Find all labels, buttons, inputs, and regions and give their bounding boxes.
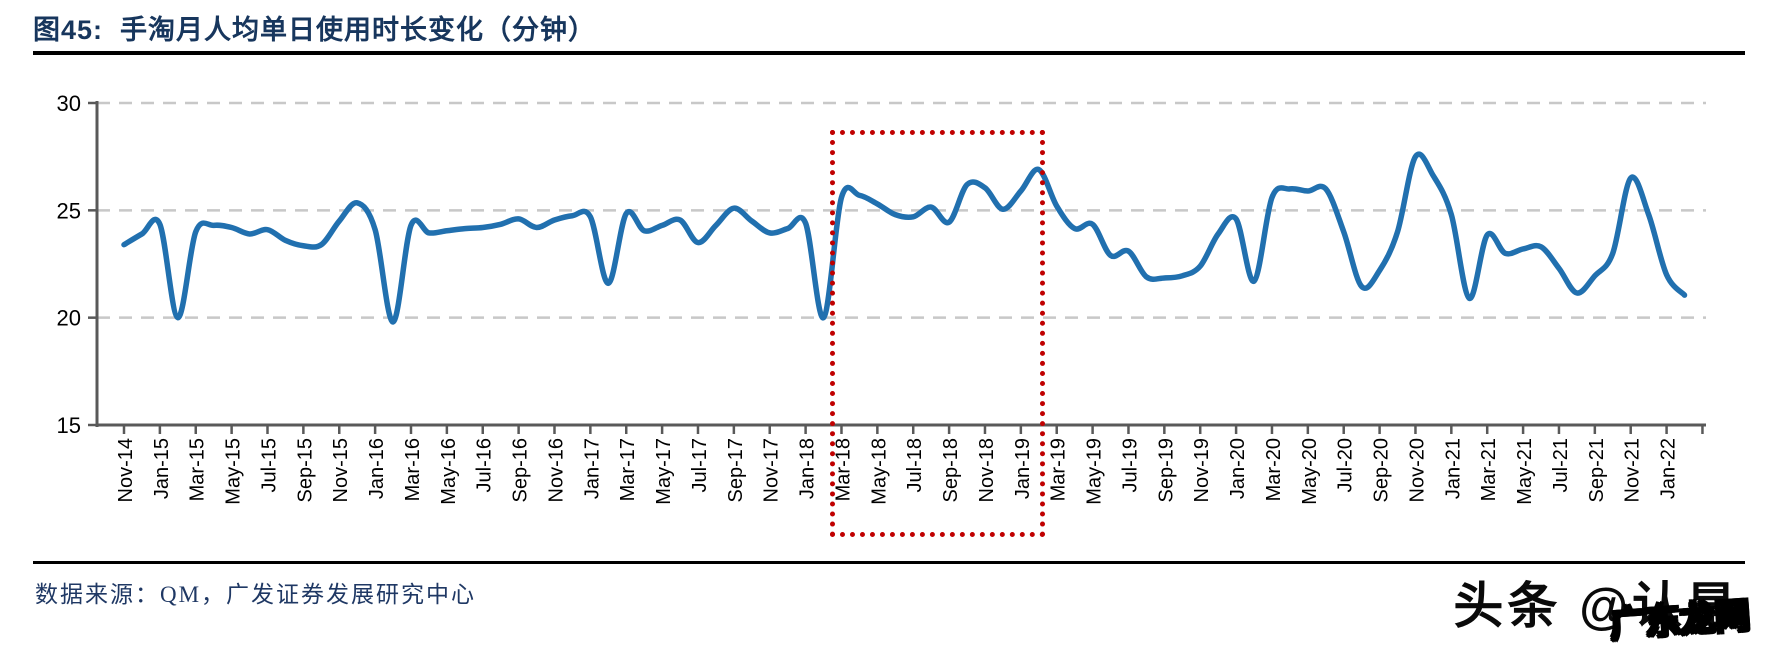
x-tick-label: Jul-21: [1550, 438, 1572, 492]
x-tick-label: Jan-16: [366, 438, 388, 499]
annotation-box-feb18-feb19: [829, 130, 1045, 537]
x-tick-label: Sep-17: [725, 438, 747, 503]
x-tick-label: Nov-17: [761, 438, 783, 502]
x-tick-label: Jul-20: [1335, 438, 1357, 492]
x-tick-label: Jan-21: [1442, 438, 1464, 499]
x-tick-label: Mar-20: [1263, 438, 1285, 501]
x-tick-label: Nov-21: [1622, 438, 1644, 502]
x-tick-label: Nov-16: [545, 438, 567, 502]
x-tick-label: May-20: [1299, 438, 1321, 505]
figure-title: 图45: 手淘月人均单日使用时长变化（分钟）: [33, 15, 597, 45]
y-tick-label: 15: [57, 413, 81, 438]
x-tick-label: Jan-19: [1012, 438, 1034, 499]
usage-duration-line: [121, 151, 1688, 325]
x-tick-label: Mar-21: [1478, 438, 1500, 501]
x-tick-label: May-21: [1514, 438, 1536, 505]
x-tick-label: Sep-16: [510, 438, 532, 503]
x-tick-label: May-19: [1084, 438, 1106, 505]
x-tick-label: May-17: [653, 438, 675, 505]
x-tick-label: Sep-18: [940, 438, 962, 503]
x-tick-label: Nov-15: [330, 438, 352, 502]
x-tick-label: Mar-15: [187, 438, 209, 501]
x-tick-label: May-15: [223, 438, 245, 505]
x-tick-label: Mar-16: [402, 438, 424, 501]
x-tick-label: Sep-20: [1371, 438, 1393, 503]
x-tick-label: Jan-17: [581, 438, 603, 499]
x-tick-label: Jul-15: [258, 438, 280, 492]
x-tick-label: Nov-18: [976, 438, 998, 502]
watermark-primary-text: 头条 @认是: [1453, 578, 1740, 634]
watermark-secondary-text: 广东龙网: [1608, 595, 1753, 645]
data-source-text: 数据来源：QM，广发证券发展研究中心: [35, 582, 477, 607]
y-tick-label: 30: [57, 91, 81, 116]
watermark: 头条 @认是 广东龙网: [1280, 566, 1753, 645]
title-divider: [33, 51, 1745, 55]
x-tick-label: Mar-17: [617, 438, 639, 501]
x-tick-label: Jan-22: [1658, 438, 1680, 499]
x-tick-label: Mar-19: [1048, 438, 1070, 501]
x-tick-label: Jan-15: [151, 438, 173, 499]
footer-divider: [33, 561, 1745, 564]
y-tick-label: 25: [57, 198, 81, 223]
x-tick-label: Mar-18: [832, 438, 854, 501]
x-tick-label: Nov-19: [1191, 438, 1213, 502]
x-tick-label: Jul-19: [1119, 438, 1141, 492]
x-tick-label: Nov-20: [1406, 438, 1428, 502]
x-tick-label: May-16: [438, 438, 460, 505]
x-tick-label: Jul-17: [689, 438, 711, 492]
x-tick-label: Nov-14: [115, 438, 137, 502]
x-tick-label: Jan-18: [797, 438, 819, 499]
x-tick-label: Jul-16: [474, 438, 496, 492]
x-tick-label: Jan-20: [1227, 438, 1249, 499]
x-tick-label: Sep-19: [1155, 438, 1177, 503]
x-tick-label: Jul-18: [904, 438, 926, 492]
x-tick-label: Sep-15: [294, 438, 316, 503]
y-tick-label: 20: [57, 306, 81, 331]
x-tick-label: Sep-21: [1586, 438, 1608, 503]
x-tick-label: May-18: [868, 438, 890, 505]
